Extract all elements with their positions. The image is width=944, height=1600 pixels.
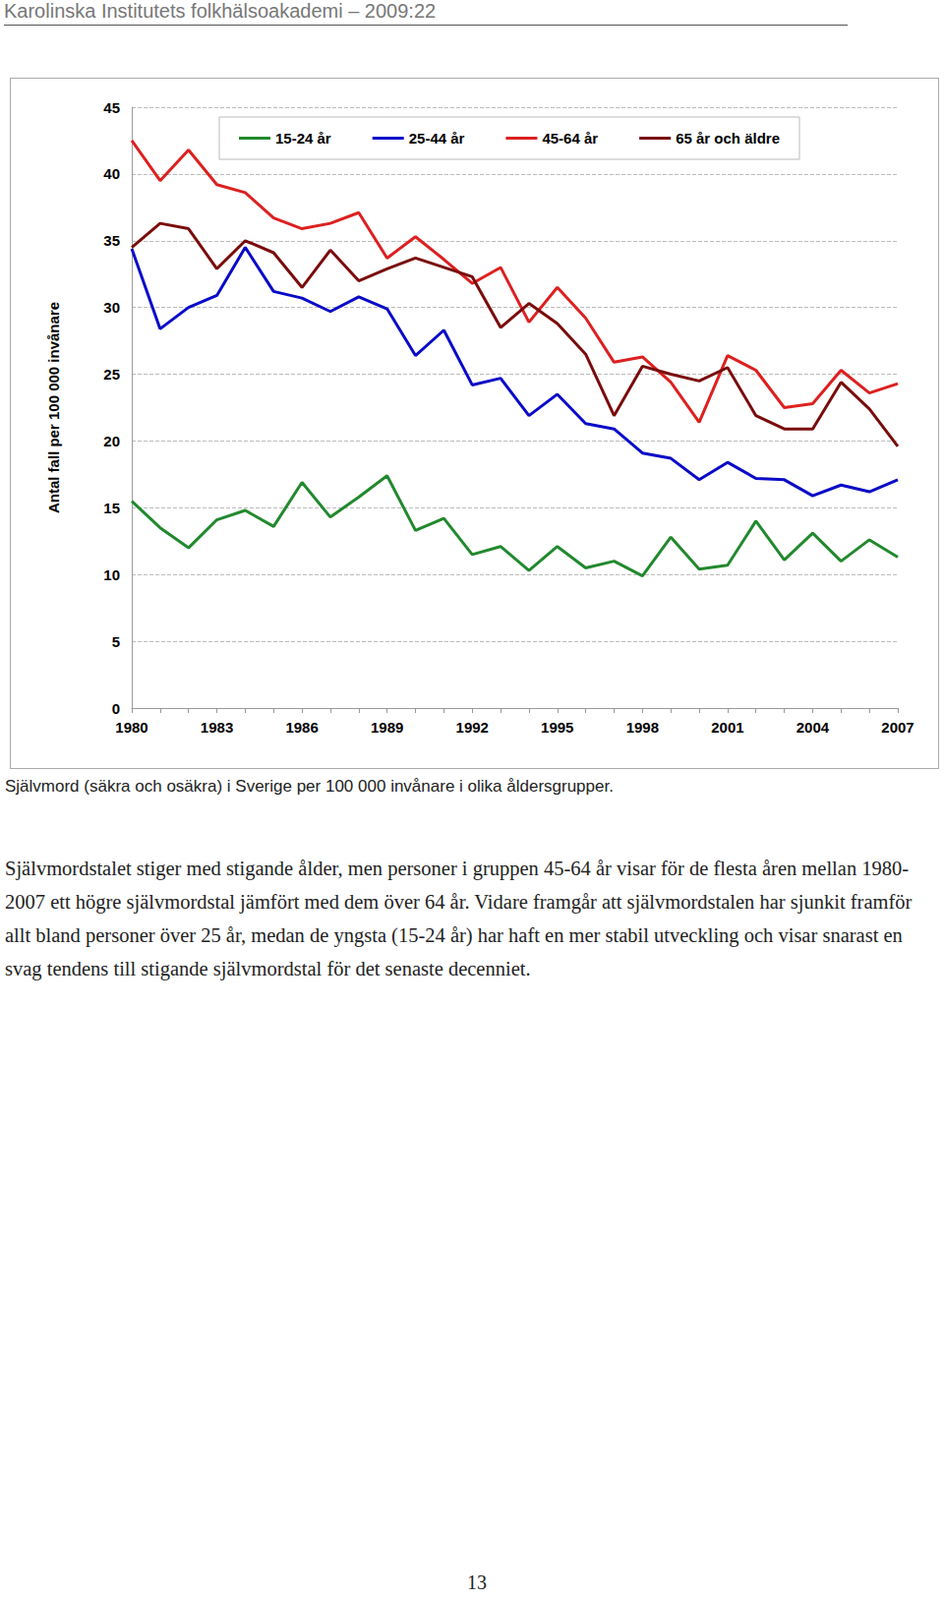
svg-text:2001: 2001 (710, 718, 744, 736)
svg-text:65 år och äldre: 65 år och äldre (675, 129, 780, 147)
svg-text:1989: 1989 (370, 718, 404, 736)
svg-text:2004: 2004 (796, 718, 830, 736)
html-text:13: 13 (467, 1571, 487, 1593)
svg-text:1995: 1995 (540, 718, 574, 736)
svg-text:5: 5 (112, 633, 120, 650)
svg-text:45-64 år: 45-64 år (541, 129, 598, 147)
svg-text:2007: 2007 (881, 718, 914, 736)
svg-text:Antal fall per 100 000 invånar: Antal fall per 100 000 invånare (45, 301, 62, 514)
svg-text:25: 25 (103, 365, 120, 383)
svg-text:1980: 1980 (115, 718, 148, 736)
svg-text:1992: 1992 (456, 718, 489, 736)
svg-text:40: 40 (103, 165, 120, 182)
svg-text:15-24 år: 15-24 år (275, 129, 332, 147)
svg-text:1998: 1998 (626, 718, 659, 736)
svg-text:1986: 1986 (285, 718, 318, 736)
svg-text:1983: 1983 (200, 718, 234, 736)
svg-text:45: 45 (103, 99, 120, 117)
svg-text:15: 15 (103, 499, 120, 517)
html-text:Karolinska Institutets folkhäl: Karolinska Institutets folkhälsoakademi … (3, 0, 436, 22)
svg-text:10: 10 (103, 566, 120, 584)
svg-text:30: 30 (103, 298, 120, 316)
svg-text:25-44 år: 25-44 år (409, 129, 466, 147)
html-text:Självmord (säkra och osäkra) i: Självmord (säkra och osäkra) i Sverige p… (4, 776, 614, 796)
svg-text:35: 35 (103, 232, 120, 249)
html-text:Självmordstalet stiger med sti: Självmordstalet stiger med stigande ålde… (4, 857, 912, 980)
svg-text:0: 0 (112, 700, 120, 717)
svg-text:20: 20 (103, 432, 120, 450)
